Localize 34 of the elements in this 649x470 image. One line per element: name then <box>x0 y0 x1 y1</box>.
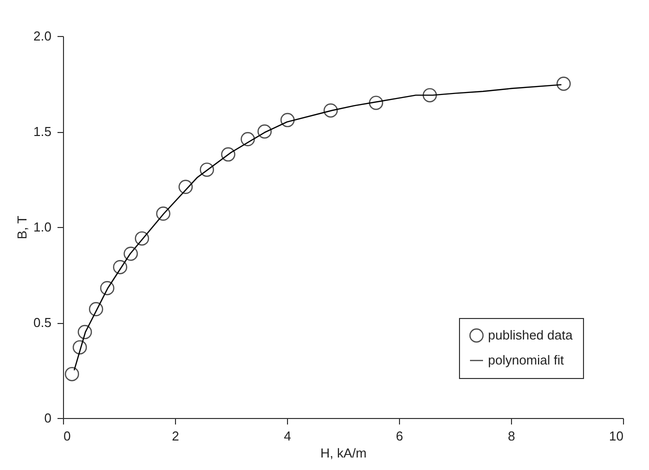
y-tick-label: 1.0 <box>33 220 52 234</box>
x-axis-title: H, kA/m <box>320 446 367 460</box>
point <box>134 231 150 246</box>
point <box>221 147 236 162</box>
legend-label: published data <box>488 328 574 342</box>
point <box>257 124 272 139</box>
point <box>200 162 214 177</box>
x-tick-label: 6 <box>396 428 404 444</box>
point <box>280 112 295 128</box>
y-tick-label: 0.5 <box>33 315 52 330</box>
point <box>113 260 128 274</box>
point <box>178 180 193 194</box>
y-tick-label: 1.5 <box>33 124 52 139</box>
x-tick-label: 0 <box>64 428 71 444</box>
x-tick-label: 2 <box>172 428 180 444</box>
x-tick-label: 10 <box>609 428 624 444</box>
legend-label: polynomial fit <box>488 352 564 368</box>
x-tick-label: 4 <box>284 428 292 444</box>
point <box>100 281 114 296</box>
point <box>64 366 80 382</box>
y-axis-title: B, T <box>14 216 30 240</box>
point <box>240 132 255 146</box>
y-tick-label: 2.0 <box>33 28 52 44</box>
point <box>124 246 138 261</box>
point <box>556 76 571 91</box>
point <box>368 96 384 110</box>
point <box>156 206 170 221</box>
point <box>324 103 338 118</box>
point <box>78 324 92 340</box>
point <box>88 302 104 316</box>
point <box>422 88 437 102</box>
y-tick-label: 0 <box>44 410 52 426</box>
point <box>72 340 87 354</box>
x-tick-label: 8 <box>508 428 516 444</box>
